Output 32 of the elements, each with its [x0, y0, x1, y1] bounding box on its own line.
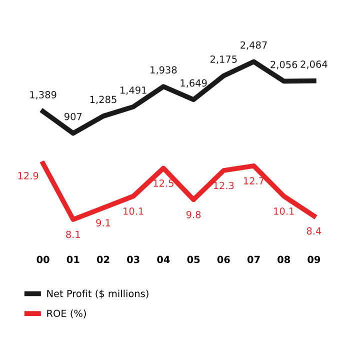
x-tick-label: 04	[157, 256, 170, 264]
data-label: 9.8	[186, 210, 201, 218]
data-label: 2,175	[210, 55, 237, 64]
data-label: 8.4	[306, 227, 322, 235]
data-label: 1,491	[120, 86, 146, 95]
x-tick-label: 00	[36, 256, 50, 264]
data-label: 2,056	[270, 60, 298, 70]
data-label: 8.1	[66, 230, 80, 238]
data-label: 1,389	[30, 91, 56, 100]
legend-label: ROE (%)	[47, 310, 86, 318]
data-label: 2,487	[240, 41, 267, 50]
data-label: 9.1	[96, 219, 110, 226]
x-tick-label: 02	[96, 256, 110, 264]
x-tick-label: 03	[127, 256, 140, 264]
data-label: 1,285	[90, 96, 116, 104]
data-label: 2,064	[300, 60, 328, 69]
data-label: 10.1	[124, 207, 144, 215]
data-label: 12.7	[244, 177, 264, 184]
x-tick-label: 08	[278, 256, 290, 264]
data-label: 907	[64, 112, 82, 120]
x-tick-label: 05	[187, 256, 200, 264]
data-label: 1,938	[150, 66, 177, 75]
data-label: 10.1	[274, 207, 294, 215]
x-tick-label: 07	[247, 256, 260, 264]
x-tick-label: 01	[66, 256, 80, 264]
data-label: 12.3	[214, 182, 234, 190]
data-label: 12.9	[18, 172, 38, 180]
data-label: 12.5	[154, 179, 174, 187]
data-label: 1,649	[180, 79, 207, 88]
x-tick-label: 06	[217, 256, 230, 264]
legend-label: Net Profit ($ millions)	[47, 290, 148, 299]
x-tick-label: 09	[308, 256, 320, 264]
